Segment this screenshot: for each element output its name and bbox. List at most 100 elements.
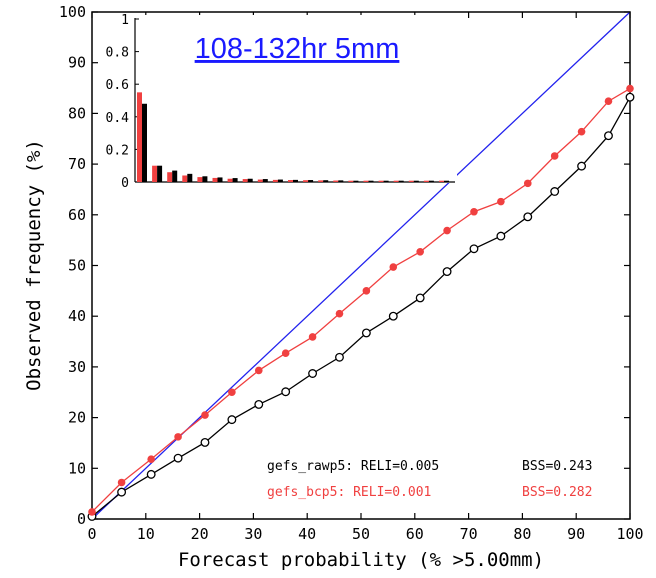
data-point-gefs_bcp5 [254,366,263,375]
x-tick-label: 50 [352,525,370,543]
data-point-gefs_rawp5 [146,469,156,479]
inset-bar-tail-gefs_rawp5 [383,180,389,182]
data-point-gefs_rawp5 [227,415,237,425]
x-tick-label: 30 [244,525,262,543]
y-tick-label: 0 [77,510,86,528]
data-point-gefs_bcp5 [117,478,126,487]
inset-bar-gefs_bcp5 [182,175,188,182]
data-point-gefs_bcp5 [362,287,371,295]
inset-y-ticks: 0 0.2 0.4 0.6 0.8 1 [106,13,139,191]
data-point-gefs_bcp5 [497,197,505,206]
legend: gefs_rawp5: RELI=0.005 BSS=0.243 gefs_bc… [267,459,592,500]
x-tick-label: 90 [567,525,585,543]
y-axis-label: Observed frequency (%) [23,139,45,391]
data-point-gefs_rawp5 [625,92,635,102]
x-tick-label: 10 [137,525,155,543]
data-point-gefs_rawp5 [550,187,560,196]
x-tick-label: 80 [513,525,531,543]
inset-histogram: 0 0.2 0.4 0.6 0.8 1 108-132hr 5mm [106,13,457,191]
inset-bar-gefs_bcp5 [137,92,142,182]
data-point-gefs_rawp5 [254,399,264,409]
inset-bar-tail-gefs_rawp5 [444,180,449,182]
inset-bar-tail-gefs_rawp5 [428,180,434,182]
inset-bar-gefs_bcp5 [333,180,339,182]
data-point-gefs_rawp5 [604,131,613,141]
inset-bar-gefs_rawp5 [277,179,283,182]
inset-bar-tail-gefs_bcp5 [348,180,354,182]
inset-bar-gefs_rawp5 [323,180,329,182]
data-point-gefs_bcp5 [147,455,155,463]
y-tick-label: 90 [68,54,86,72]
inset-title: 108-132hr 5mm [195,33,400,65]
inset-bar-gefs_bcp5 [167,172,173,182]
data-point-gefs_bcp5 [550,152,559,160]
inset-bar-tail-gefs_bcp5 [363,180,369,182]
data-point-gefs_rawp5 [523,212,533,222]
data-point-gefs_bcp5 [308,333,317,341]
data-point-gefs_bcp5 [201,411,209,419]
inset-bar-gefs_rawp5 [232,178,238,182]
data-point-gefs_rawp5 [442,267,452,277]
inset-bar-gefs_bcp5 [318,180,324,182]
y-tick-label: 20 [68,409,86,427]
data-point-gefs_bcp5 [523,179,532,188]
data-point-gefs_bcp5 [443,226,451,235]
y-tick-label: 70 [68,155,86,173]
inset-bar-gefs_bcp5 [242,179,248,182]
data-point-gefs_rawp5 [308,369,318,378]
data-point-gefs_bcp5 [416,248,424,256]
x-tick-label: 60 [406,525,424,543]
y-tick-label: 40 [68,307,86,325]
data-point-gefs_rawp5 [361,328,371,338]
inset-bar-gefs_rawp5 [262,179,268,182]
data-point-gefs_rawp5 [117,487,127,497]
inset-bar-gefs_rawp5 [172,170,178,182]
y-tick-label: 50 [68,257,86,275]
inset-bar-tail-gefs_bcp5 [378,180,384,182]
y-tick-label: 30 [68,358,86,376]
inset-tick-label: 0.2 [106,143,129,158]
y-tick-label: 10 [68,459,86,477]
data-point-gefs_rawp5 [200,437,210,447]
inset-bar-gefs_bcp5 [288,180,293,182]
inset-bar-gefs_bcp5 [303,180,309,182]
inset-tick-label: 0.4 [106,111,130,126]
inset-bar-tail-gefs_bcp5 [439,180,444,182]
data-point-gefs_bcp5 [174,433,182,441]
inset-bar-tail-gefs_rawp5 [368,180,374,182]
legend-raw-label: gefs_rawp5: RELI=0.005 [267,459,439,474]
inset-bar-gefs_bcp5 [212,177,218,182]
legend-raw-bss: BSS=0.243 [522,459,592,474]
data-point-gefs_rawp5 [469,244,479,254]
data-point-gefs_bcp5 [228,388,236,397]
data-point-gefs_rawp5 [415,293,425,303]
legend-bc-label: gefs_bcp5: RELI=0.001 [267,485,431,500]
legend-bc-bss: BSS=0.282 [522,485,592,500]
x-axis-ticks: 0 10 20 30 40 50 60 70 80 90 100 [87,12,644,543]
data-point-gefs_bcp5 [335,309,344,318]
y-tick-label: 100 [59,3,86,21]
inset-tick-label: 1 [121,13,129,28]
inset-bar-gefs_rawp5 [217,177,223,182]
data-point-gefs_bcp5 [626,84,634,93]
inset-bars [137,92,449,182]
inset-tick-label: 0 [121,176,129,191]
x-tick-label: 20 [191,525,209,543]
x-tick-label: 100 [616,525,643,543]
inset-bar-gefs_rawp5 [308,180,314,182]
x-tick-label: 70 [460,525,478,543]
inset-bar-gefs_bcp5 [152,165,158,182]
data-point-gefs_bcp5 [470,207,478,216]
data-point-gefs_rawp5 [281,387,291,397]
inset-bar-tail-gefs_bcp5 [393,180,399,182]
data-point-gefs_rawp5 [577,161,587,171]
x-axis-label: Forecast probability (% >5.00mm) [178,549,544,571]
inset-bar-gefs_rawp5 [187,173,193,182]
inset-background [135,15,457,183]
inset-bar-gefs_rawp5 [142,103,147,182]
inset-bar-tail-gefs_rawp5 [353,180,359,182]
data-point-gefs_bcp5 [88,508,96,516]
inset-bar-gefs_bcp5 [227,178,233,182]
inset-bar-tail-gefs_rawp5 [413,180,419,182]
